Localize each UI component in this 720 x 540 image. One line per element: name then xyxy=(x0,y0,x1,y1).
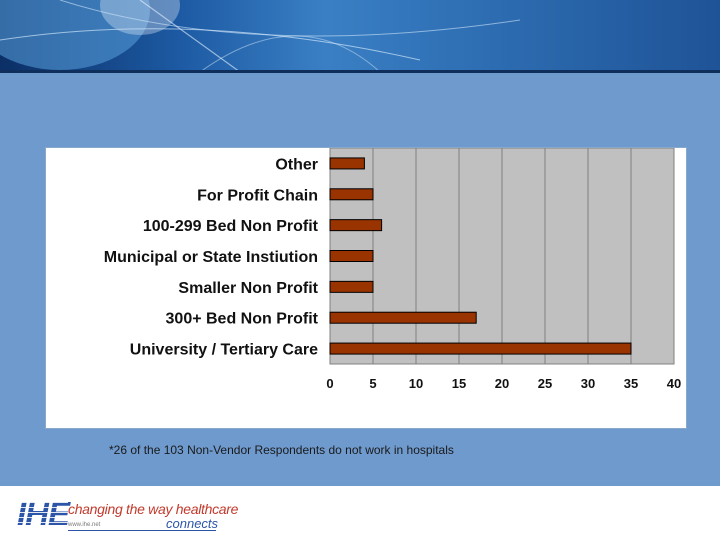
bar-chart: Other For Profit Chain 100-299 Bed Non Pro… xyxy=(104,148,681,391)
x-tick-label: 25 xyxy=(538,376,552,391)
x-tick-label: 15 xyxy=(452,376,466,391)
bar xyxy=(329,188,374,201)
chart-panel: Other For Profit Chain 100-299 Bed Non Pro… xyxy=(45,147,687,429)
x-tick-label: 35 xyxy=(624,376,638,391)
x-tick-label: 0 xyxy=(326,376,333,391)
bar xyxy=(329,311,477,324)
bar xyxy=(329,250,374,262)
footer-bar xyxy=(0,486,720,540)
category-label: For Profit Chain xyxy=(197,187,318,204)
bar xyxy=(329,157,365,170)
category-label: Smaller Non Profit xyxy=(178,280,318,297)
x-tick-label: 40 xyxy=(667,376,681,391)
logo-tagline: changing the way healthcare xyxy=(68,501,239,517)
bar xyxy=(329,219,383,232)
bar xyxy=(329,342,632,355)
category-label: Municipal or State Instiution xyxy=(104,249,318,266)
category-label: 300+ Bed Non Profit xyxy=(166,311,319,328)
logo-url: www.ihe.net xyxy=(68,522,101,528)
banner-divider xyxy=(0,70,720,73)
logo-underline xyxy=(68,530,216,531)
category-label: 100-299 Bed Non Profit xyxy=(143,218,319,235)
bar xyxy=(329,280,374,293)
x-tick-label: 30 xyxy=(581,376,595,391)
ihe-logo: IHE xyxy=(17,495,70,532)
header-banner xyxy=(0,0,720,72)
logo-connects: connects xyxy=(166,516,219,531)
footnote: *26 of the 103 Non-Vendor Respondents do… xyxy=(109,443,454,457)
x-tick-label: 5 xyxy=(369,376,376,391)
globe-graphic xyxy=(0,0,521,72)
x-tick-label: 10 xyxy=(409,376,423,391)
x-tick-label: 20 xyxy=(495,376,509,391)
category-label: University / Tertiary Care xyxy=(130,342,318,359)
category-label: Other xyxy=(275,156,318,173)
